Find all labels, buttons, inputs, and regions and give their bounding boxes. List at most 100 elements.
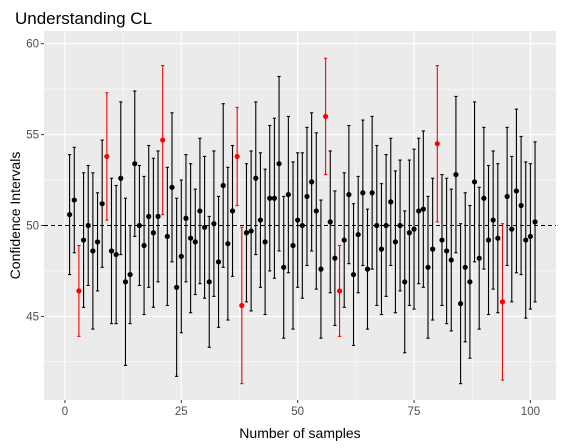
mean-point <box>234 153 240 160</box>
mean-point <box>248 228 254 234</box>
mean-point <box>374 222 380 229</box>
mean-point <box>155 213 161 220</box>
y-axis-ticks: 45 50 55 60 <box>26 39 44 323</box>
mean-point <box>201 224 208 230</box>
mean-point <box>104 153 110 160</box>
mean-point <box>318 266 324 272</box>
x-tick-label: 75 <box>408 406 421 418</box>
mean-point <box>346 191 352 198</box>
mean-point <box>332 255 338 261</box>
mean-point <box>118 175 124 181</box>
y-tick-label: 60 <box>26 39 39 51</box>
mean-point <box>206 279 212 285</box>
y-axis-title: Confidence Intervals <box>7 152 23 280</box>
mean-point <box>406 230 412 236</box>
mean-point <box>388 199 394 205</box>
mean-point <box>462 264 468 270</box>
mean-point <box>290 242 296 249</box>
mean-point <box>257 217 264 223</box>
plot-panel <box>44 31 556 400</box>
mean-point <box>309 179 315 185</box>
mean-point <box>369 190 375 196</box>
mean-point <box>253 175 259 181</box>
mean-point <box>355 231 361 238</box>
y-tick-label: 45 <box>26 311 39 323</box>
mean-point <box>509 226 515 232</box>
mean-point <box>271 195 277 201</box>
mean-point <box>141 242 147 249</box>
mean-point <box>425 264 431 270</box>
mean-point <box>215 259 222 265</box>
x-axis-ticks: 0 25 50 75 100 <box>62 400 540 418</box>
x-tick-label: 25 <box>175 406 188 418</box>
mean-point <box>392 239 399 245</box>
mean-point <box>169 184 175 190</box>
mean-point <box>267 195 273 201</box>
mean-point <box>71 197 77 203</box>
mean-point <box>132 161 138 167</box>
minor-gridlines <box>44 31 556 400</box>
mean-point <box>192 239 198 245</box>
mean-point <box>416 208 422 214</box>
mean-point <box>67 211 73 218</box>
mean-point <box>336 288 343 294</box>
mean-point <box>146 213 152 220</box>
mean-point <box>285 191 291 198</box>
mean-point <box>327 219 333 225</box>
mean-point <box>160 137 166 143</box>
mean-point <box>378 246 385 252</box>
mean-point <box>439 237 445 243</box>
mean-point <box>178 253 184 259</box>
mean-point <box>225 241 231 247</box>
mean-points <box>67 113 538 309</box>
mean-point <box>299 222 305 229</box>
mean-point <box>94 239 101 245</box>
mean-point <box>341 237 347 243</box>
mean-point <box>499 299 506 305</box>
mean-point <box>495 235 501 241</box>
mean-point <box>504 193 510 200</box>
mean-point <box>99 201 105 207</box>
mean-point <box>174 284 180 290</box>
mean-point <box>513 188 520 194</box>
mean-point <box>350 271 357 278</box>
mean-point <box>220 182 226 189</box>
mean-point <box>136 222 143 229</box>
mean-point <box>122 279 129 285</box>
x-axis-title: Number of samples <box>239 425 360 441</box>
mean-point <box>448 257 454 263</box>
mean-point <box>164 233 170 240</box>
mean-point <box>295 217 301 223</box>
mean-point <box>360 190 366 196</box>
mean-point <box>467 279 473 285</box>
mean-point <box>239 302 245 309</box>
mean-point <box>262 239 268 245</box>
mean-point <box>85 222 91 229</box>
mean-point <box>323 113 329 120</box>
mean-point <box>76 288 82 294</box>
mean-point <box>518 202 524 209</box>
mean-point <box>364 266 371 272</box>
mean-point <box>304 193 310 200</box>
mean-point <box>527 233 534 240</box>
mean-point <box>434 141 440 147</box>
mean-point <box>457 301 464 307</box>
mean-point <box>80 237 87 243</box>
x-tick-label: 0 <box>62 406 68 418</box>
mean-point <box>411 226 417 232</box>
mean-point <box>229 208 236 214</box>
x-tick-label: 100 <box>521 406 540 418</box>
mean-point <box>113 251 119 258</box>
mean-point <box>188 235 194 241</box>
mean-point <box>430 246 436 252</box>
mean-point <box>490 217 496 223</box>
mean-point <box>420 206 426 212</box>
mean-point <box>197 208 203 214</box>
mean-point <box>313 208 319 214</box>
mean-point <box>243 230 250 236</box>
mean-point <box>444 248 450 254</box>
mean-point <box>127 271 133 278</box>
mean-point <box>276 161 282 167</box>
chart-title: Understanding CL <box>15 9 152 28</box>
